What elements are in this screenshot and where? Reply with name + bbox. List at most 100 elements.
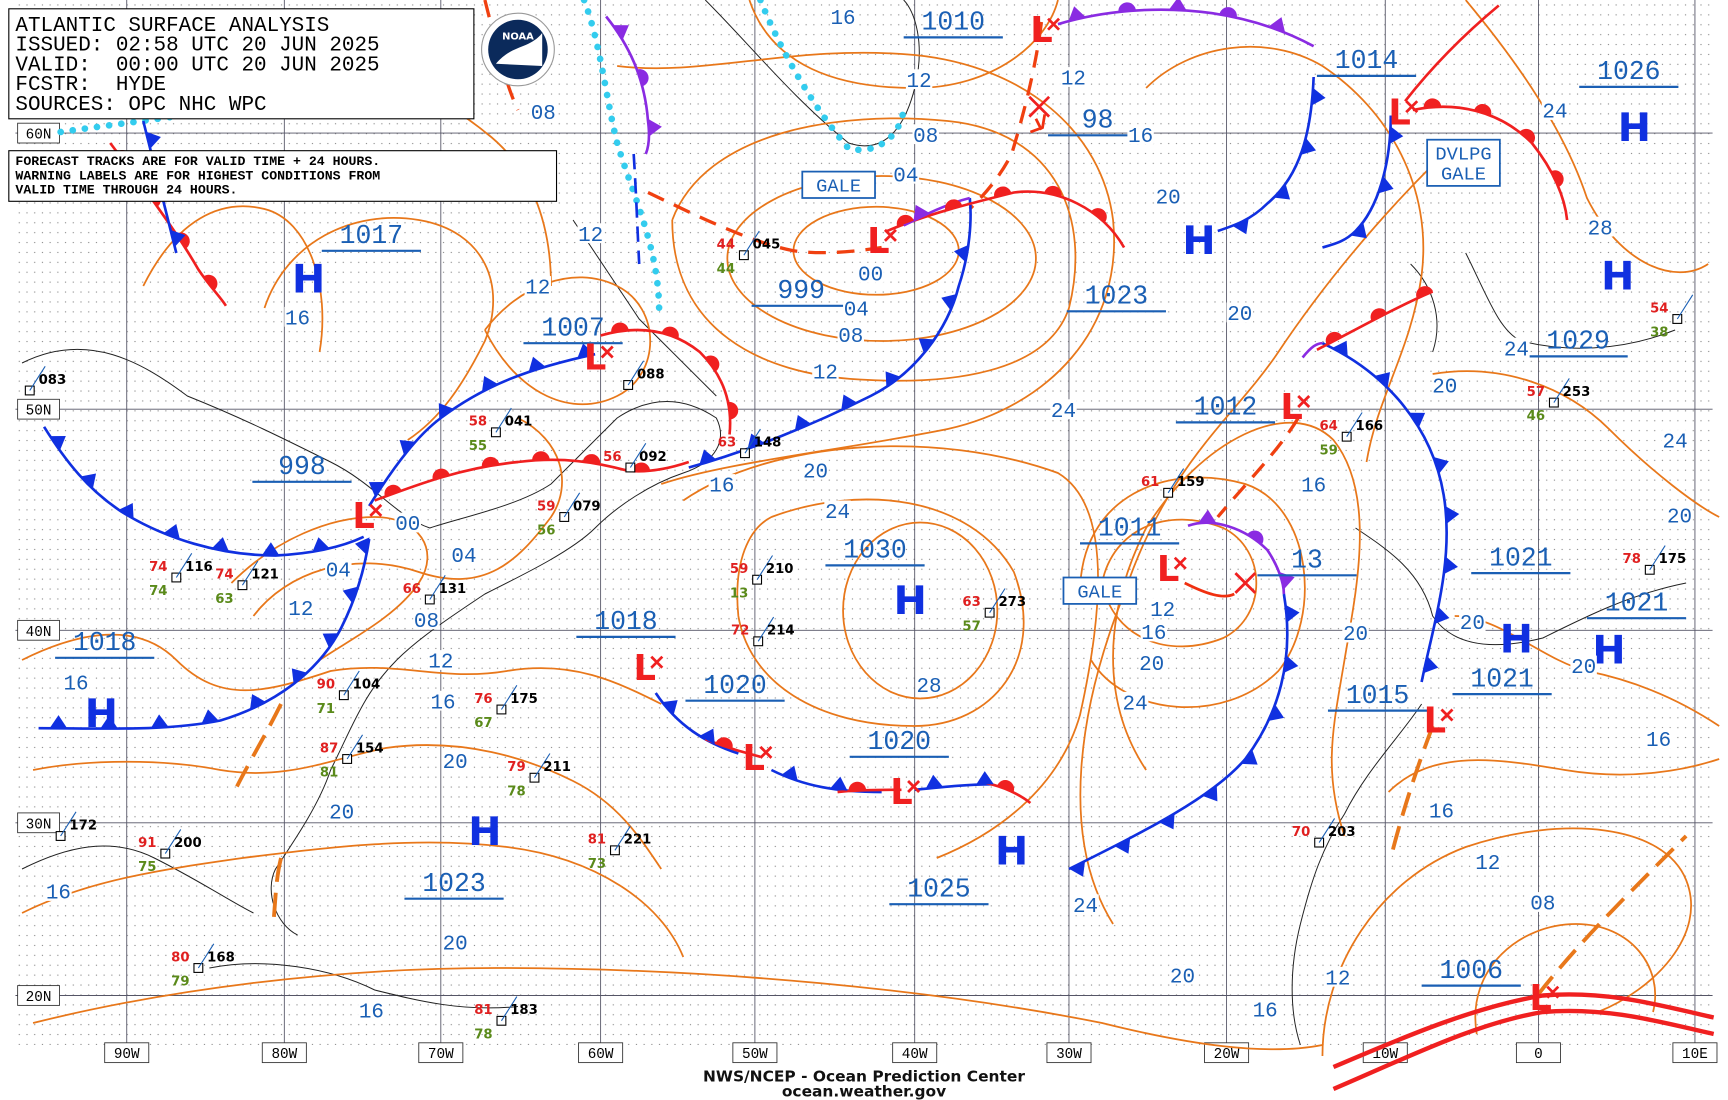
isobar-label-bg	[1541, 100, 1569, 120]
isobar-label: 08	[1530, 894, 1555, 917]
isobar-label: 12	[1061, 69, 1086, 92]
low-center: L	[890, 772, 912, 813]
wind-barb	[563, 492, 581, 518]
isobar	[617, 51, 1115, 485]
central-pressure: 1030	[843, 536, 906, 566]
isobar-label-bg	[1072, 894, 1099, 915]
central-pressure: 1029	[1546, 327, 1609, 357]
isobar-label: 16	[1429, 801, 1454, 824]
lon-label: 0	[1534, 1047, 1543, 1063]
front-semicircle	[994, 186, 1012, 198]
central-pressure: 1023	[1085, 282, 1148, 312]
front-triangle	[250, 694, 266, 710]
isobar-label-bg	[450, 544, 478, 565]
wind-barb	[346, 734, 364, 760]
front-triangle	[1443, 556, 1458, 575]
central-pressure: 1012	[1194, 393, 1257, 423]
station	[424, 594, 435, 605]
lat-label-box	[17, 398, 60, 420]
lon-label-box	[1672, 1042, 1718, 1064]
isobar-label: 24	[1663, 432, 1688, 455]
station-dewpoint: 59	[1319, 443, 1337, 458]
isobar	[1079, 476, 1306, 709]
central-pressure: 1014	[1335, 46, 1398, 76]
isobar-label: 12	[428, 652, 453, 675]
isobar-label-bg	[441, 750, 469, 770]
station-pressure: 203	[1328, 825, 1356, 840]
central-pressure: 998	[278, 452, 326, 482]
wind-barb	[60, 811, 77, 837]
isobar-label: 20	[1170, 966, 1195, 989]
station-temperature: 59	[537, 499, 555, 514]
lon-label: 30W	[1056, 1047, 1082, 1063]
track-arrow	[1029, 114, 1047, 134]
front-semicircle	[997, 780, 1015, 793]
front-triangle	[953, 244, 969, 263]
cold-front	[1217, 76, 1315, 233]
front-triangle	[368, 481, 385, 497]
isobar-label: 04	[451, 546, 476, 569]
isobar-label-bg	[413, 609, 440, 630]
lon-label-box	[1515, 1042, 1561, 1064]
cold-front	[914, 782, 992, 792]
note-line: FORECAST TRACKS ARE FOR VALID TIME + 24 …	[15, 154, 380, 169]
isobar	[842, 521, 999, 700]
low-x	[1546, 985, 1560, 999]
central-pressure: 1025	[907, 875, 970, 905]
lon-label: 60W	[588, 1047, 614, 1063]
station-temperature: 81	[474, 1003, 492, 1018]
front-triangle	[100, 715, 118, 729]
wind-barb	[197, 943, 215, 969]
low-x	[600, 345, 614, 359]
front-semicircle	[1091, 208, 1107, 223]
lon-label-box	[732, 1042, 778, 1064]
station-temperature: 54	[1650, 301, 1668, 316]
header-line: FCSTR: HYDE	[15, 74, 166, 97]
front-triangle	[355, 537, 370, 555]
station-temperature: 80	[171, 950, 189, 965]
front-triangle	[841, 394, 858, 411]
front-triangle	[1274, 184, 1291, 200]
front-triangle	[150, 714, 169, 728]
isobar-label: 00	[395, 514, 420, 537]
wind-barb	[744, 428, 761, 454]
isobar-label: 16	[709, 476, 734, 499]
isobar-label: 00	[858, 265, 883, 288]
station-dewpoint: 81	[320, 766, 338, 781]
isobar-label: 16	[831, 8, 856, 31]
isobar-label-bg	[328, 800, 355, 821]
isobar-label: 16	[430, 692, 455, 715]
station-temperature: 74	[149, 560, 167, 575]
lon-label: 70W	[428, 1047, 454, 1063]
station-temperature: 78	[1623, 552, 1641, 567]
isobar	[32, 744, 662, 870]
front-triangle	[438, 403, 454, 419]
low-x	[1440, 708, 1454, 722]
station-temperature: 72	[731, 624, 749, 639]
low-center: L	[867, 221, 889, 262]
front-semicircle	[1325, 331, 1343, 345]
wind-barb	[1318, 818, 1336, 843]
isobar	[736, 498, 1025, 727]
lon-label-box	[104, 1042, 150, 1064]
front-triangle	[145, 131, 161, 149]
front-semicircle	[203, 274, 218, 291]
warning-label: DVLPG	[1435, 144, 1491, 166]
footer-line: NWS/NCEP - Ocean Prediction Center	[703, 1067, 1025, 1085]
wind-barb	[1346, 412, 1363, 437]
isobar-label: 12	[525, 278, 550, 301]
front-semicircle	[705, 355, 720, 372]
front-triangle	[699, 728, 715, 745]
station-dewpoint: 44	[717, 262, 735, 277]
low-x	[1047, 17, 1061, 31]
central-pressure: 1010	[922, 8, 985, 38]
wind-barb	[500, 996, 518, 1022]
central-pressure: 1026	[1597, 57, 1660, 87]
isobar-label-bg	[1169, 964, 1196, 985]
forecast-position	[1234, 572, 1257, 594]
front-semicircle	[632, 462, 651, 472]
isobar-label-bg	[829, 6, 857, 27]
front-triangle	[49, 435, 66, 451]
isobar-label-bg	[1138, 652, 1165, 673]
